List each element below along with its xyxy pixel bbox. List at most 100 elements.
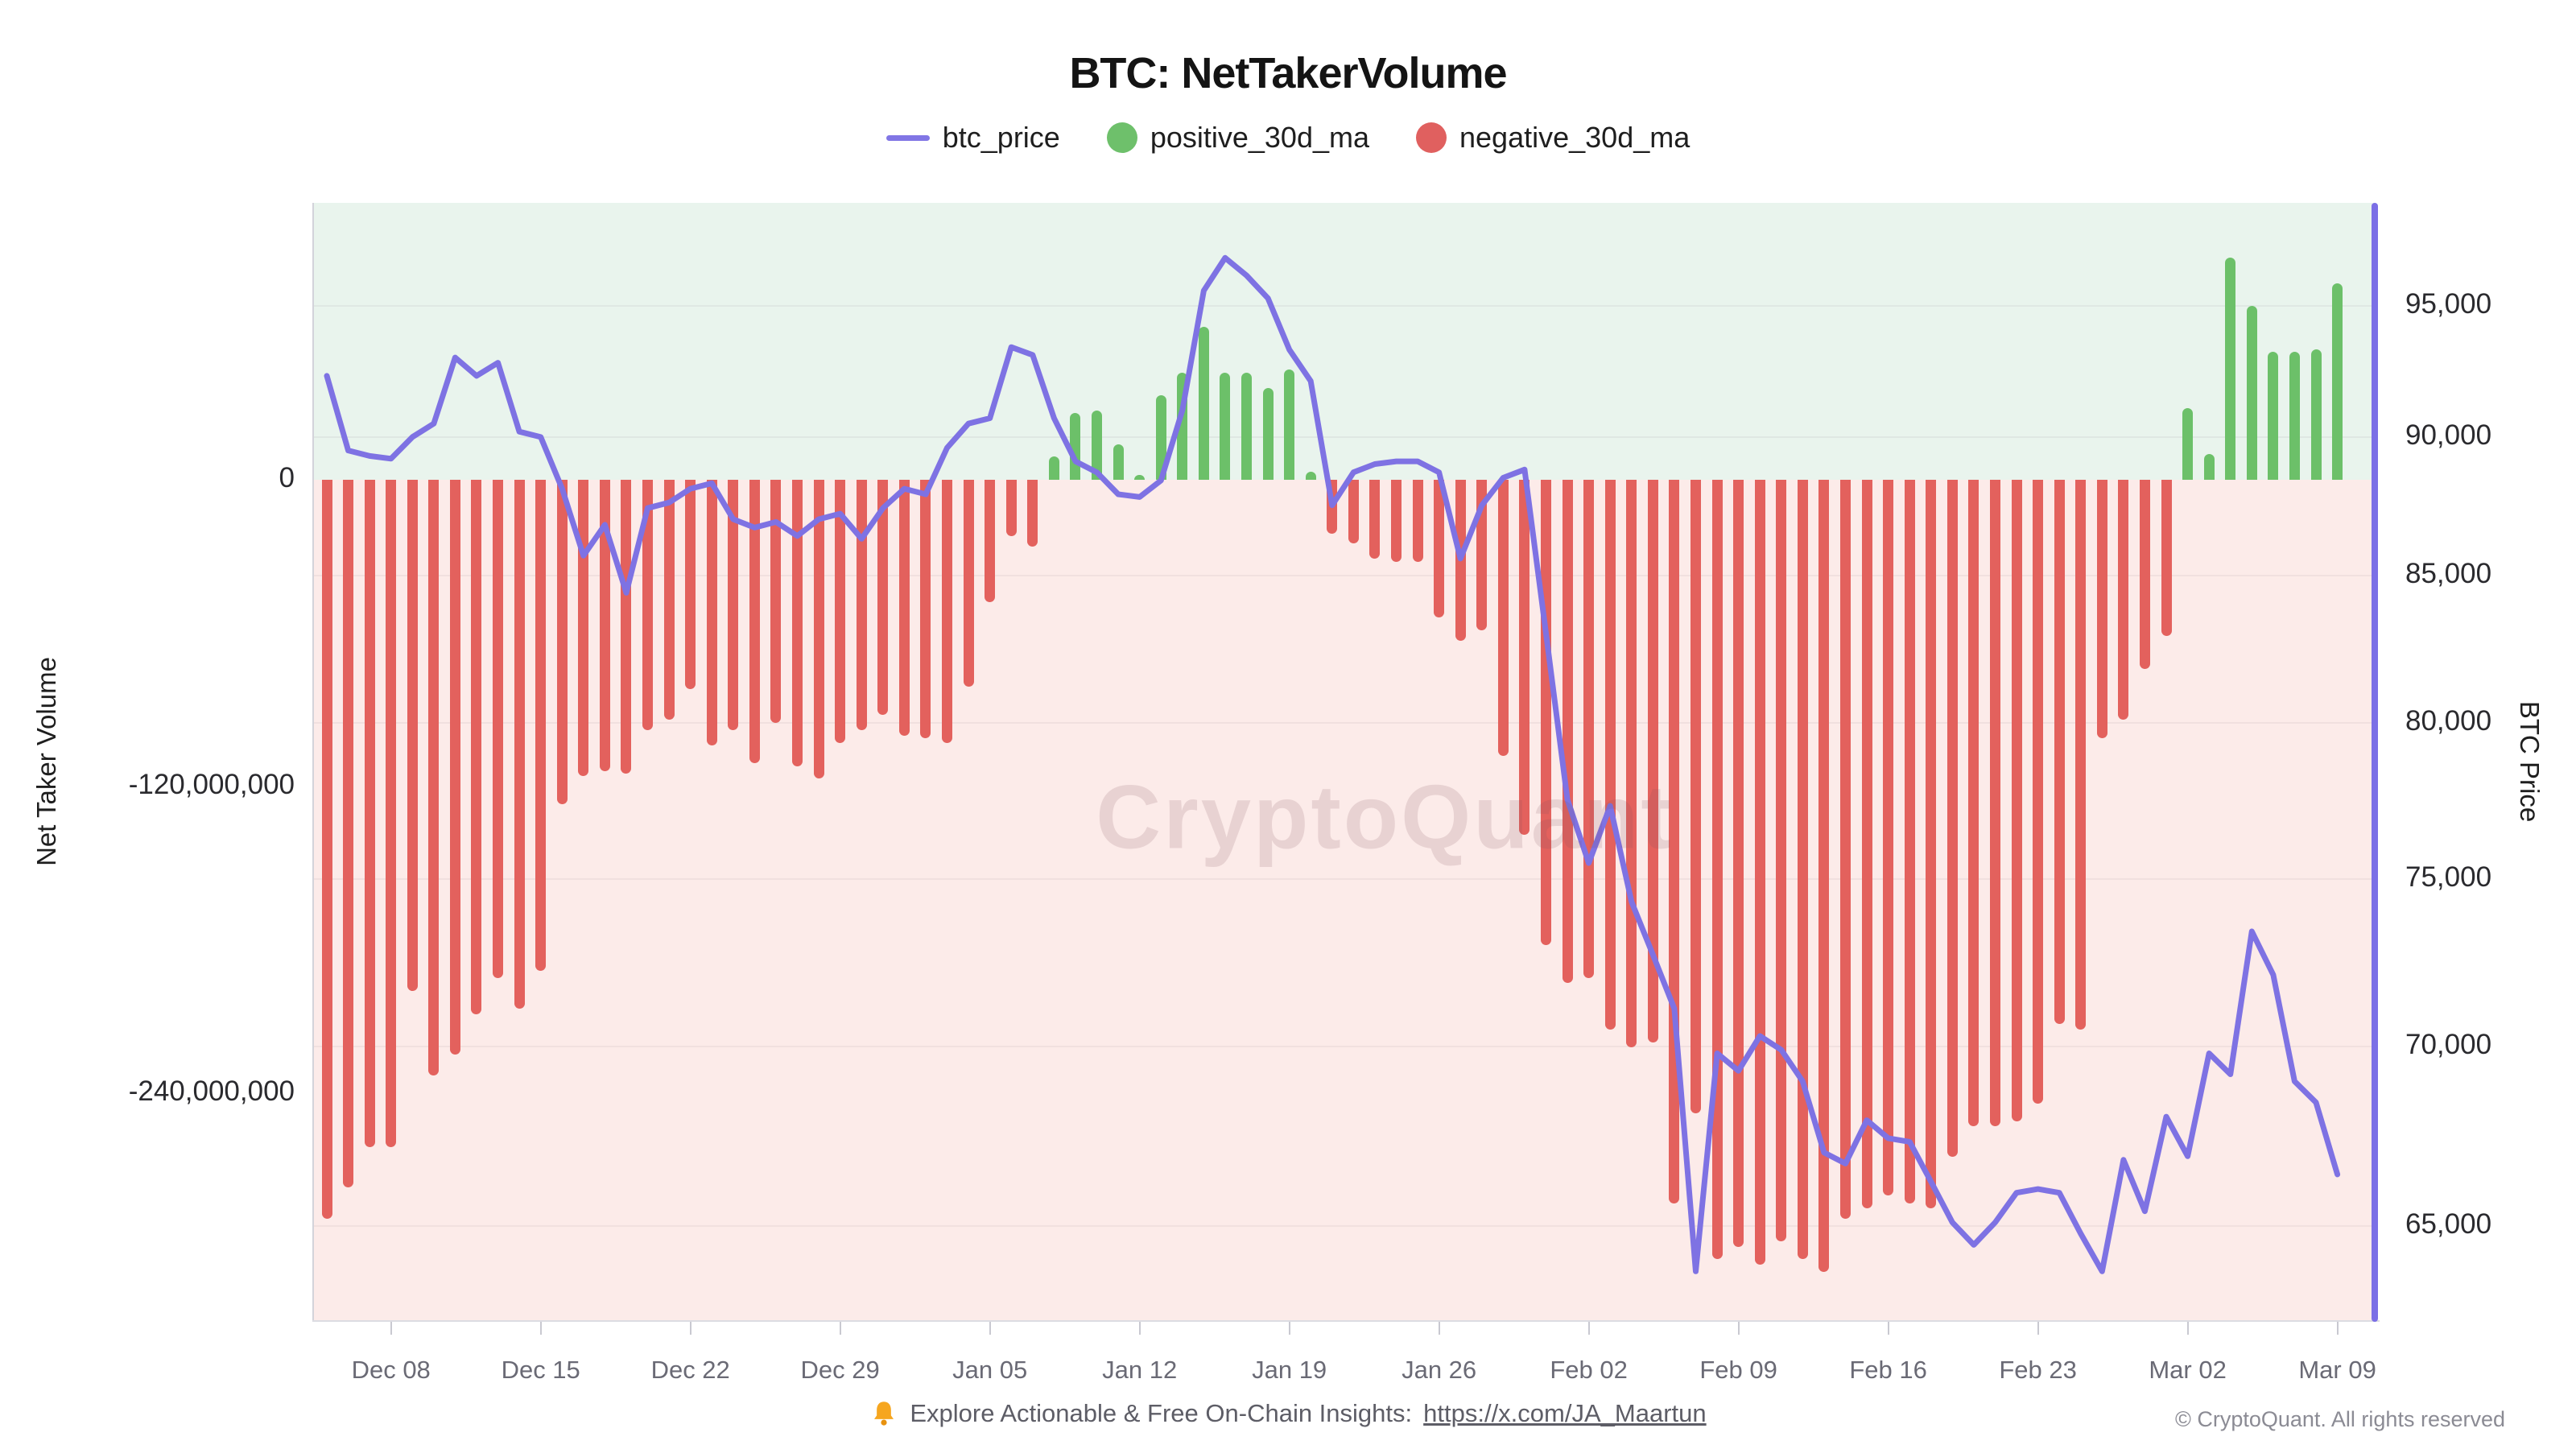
gridline (314, 1045, 2375, 1047)
x-axis-tick-label: Dec 22 (650, 1356, 730, 1384)
bottom-axis-line (312, 1320, 2380, 1322)
positive-volume-bar (1284, 369, 1295, 480)
positive-volume-bar (1113, 444, 1124, 480)
negative-volume-bar (856, 480, 867, 731)
negative-volume-bar (514, 480, 525, 1009)
gridline (314, 1225, 2375, 1228)
gridline (314, 305, 2375, 307)
negative-volume-bar (1926, 480, 1937, 1208)
legend: btc_price positive_30d_ma negative_30d_m… (0, 121, 2576, 155)
x-axis-tick-label: Dec 15 (501, 1356, 580, 1384)
x-axis-tick-label: Jan 05 (952, 1356, 1028, 1384)
negative-volume-bar (321, 480, 332, 1219)
left-axis-tick: -120,000,000 (128, 769, 295, 800)
negative-volume-bar (364, 480, 375, 1147)
negative-volume-bar (1647, 480, 1658, 1042)
positive-volume-bar (1155, 395, 1166, 480)
left-axis-title: Net Taker Volume (31, 657, 61, 866)
left-axis-tick: 0 (279, 462, 295, 493)
x-axis-tick-label: Feb 23 (1999, 1356, 2077, 1384)
negative-volume-bar (2075, 480, 2087, 1030)
negative-volume-bar (942, 480, 953, 744)
x-axis-tick-mark (1587, 1322, 1590, 1335)
x-axis-tick-mark (1138, 1322, 1141, 1335)
legend-item-btc-price[interactable]: btc_price (886, 121, 1060, 155)
x-axis-tick-mark (2186, 1322, 2189, 1335)
gridline (314, 436, 2375, 438)
negative-volume-bar (2054, 480, 2065, 1025)
negative-volume-bar (2118, 480, 2129, 720)
negative-volume-bar (2161, 480, 2172, 636)
x-axis-tick-mark (839, 1322, 841, 1335)
right-axis-tick: 75,000 (2405, 861, 2492, 894)
x-axis-tick-label: Feb 02 (1550, 1356, 1628, 1384)
negative-volume-bar (1904, 480, 1915, 1203)
negative-volume-bar (685, 480, 696, 690)
negative-volume-bar (621, 480, 632, 774)
negative-volume-bar (1733, 480, 1744, 1247)
legend-label: positive_30d_ma (1150, 121, 1370, 154)
negative-volume-bar (728, 480, 739, 731)
negative-volume-bar (749, 480, 760, 764)
footer-text: Explore Actionable & Free On-Chain Insig… (910, 1399, 1413, 1427)
legend-item-negative-30d-ma[interactable]: negative_30d_ma (1416, 121, 1690, 155)
positive-volume-bar (2310, 349, 2322, 480)
negative-volume-bar (770, 480, 782, 723)
positive-volume-bar (2182, 408, 2194, 480)
negative-volume-bar (535, 480, 547, 971)
negative-volume-bar (920, 480, 931, 738)
positive-volume-bar (1262, 387, 1274, 480)
chart-title: BTC: NetTakerVolume (1069, 49, 1507, 97)
right-axis-tick: 80,000 (2405, 704, 2492, 737)
negative-volume-bar (898, 480, 910, 736)
negative-volume-bar (877, 480, 889, 716)
negative-volume-bar (792, 480, 803, 766)
negative-volume-bar (493, 480, 504, 979)
left-axis-tick: -240,000,000 (128, 1075, 295, 1107)
gridline (314, 575, 2375, 577)
negative-volume-bar (599, 480, 610, 771)
negative-volume-bar (1968, 480, 1979, 1127)
negative-volume-bar (471, 480, 482, 1014)
negative-volume-bar (428, 480, 440, 1075)
right-axis-title: BTC Price (2515, 700, 2545, 823)
x-axis-tick-mark (1887, 1322, 1889, 1335)
x-axis-tick-label: Dec 08 (351, 1356, 431, 1384)
x-axis-tick-mark (1288, 1322, 1290, 1335)
negative-volume-bar (2096, 480, 2107, 738)
watermark: CryptoQuant (1096, 766, 1674, 868)
negative-volume-bar (343, 480, 354, 1188)
positive-volume-bar (1048, 456, 1059, 480)
x-axis-tick-mark (2037, 1322, 2039, 1335)
copyright: © CryptoQuant. All rights reserved (2174, 1407, 2505, 1431)
footer: Explore Actionable & Free On-Chain Insig… (0, 1399, 2576, 1428)
negative-volume-bar (706, 480, 717, 746)
circle-marker-icon (1416, 122, 1447, 153)
x-axis-tick-mark (689, 1322, 691, 1335)
negative-volume-bar (1005, 480, 1017, 536)
gridline (314, 721, 2375, 724)
negative-volume-bar (1946, 480, 1958, 1158)
negative-volume-bar (1497, 480, 1509, 756)
negative-region-background (314, 480, 2375, 1320)
positive-volume-bar (1220, 372, 1231, 480)
footer-link[interactable]: https://x.com/JA_Maartun (1423, 1399, 1707, 1427)
legend-item-positive-30d-ma[interactable]: positive_30d_ma (1106, 121, 1370, 155)
x-axis-tick-label: Mar 02 (2149, 1356, 2227, 1384)
line-marker-icon (886, 134, 930, 141)
positive-volume-bar (1241, 372, 1252, 480)
legend-label: negative_30d_ma (1459, 121, 1690, 154)
negative-volume-bar (1818, 480, 1830, 1273)
negative-volume-bar (1412, 480, 1423, 562)
plot-area[interactable]: CryptoQuant (314, 203, 2375, 1320)
x-axis-tick-label: Jan 19 (1252, 1356, 1327, 1384)
x-axis-tick-label: Jan 12 (1102, 1356, 1178, 1384)
negative-volume-bar (1754, 480, 1765, 1265)
legend-label: btc_price (942, 121, 1060, 154)
bell-icon (874, 1402, 894, 1426)
negative-volume-bar (835, 480, 846, 744)
negative-volume-bar (1883, 480, 1894, 1195)
right-axis-tick: 70,000 (2405, 1028, 2492, 1060)
negative-volume-bar (1348, 480, 1359, 544)
negative-volume-bar (407, 480, 418, 991)
